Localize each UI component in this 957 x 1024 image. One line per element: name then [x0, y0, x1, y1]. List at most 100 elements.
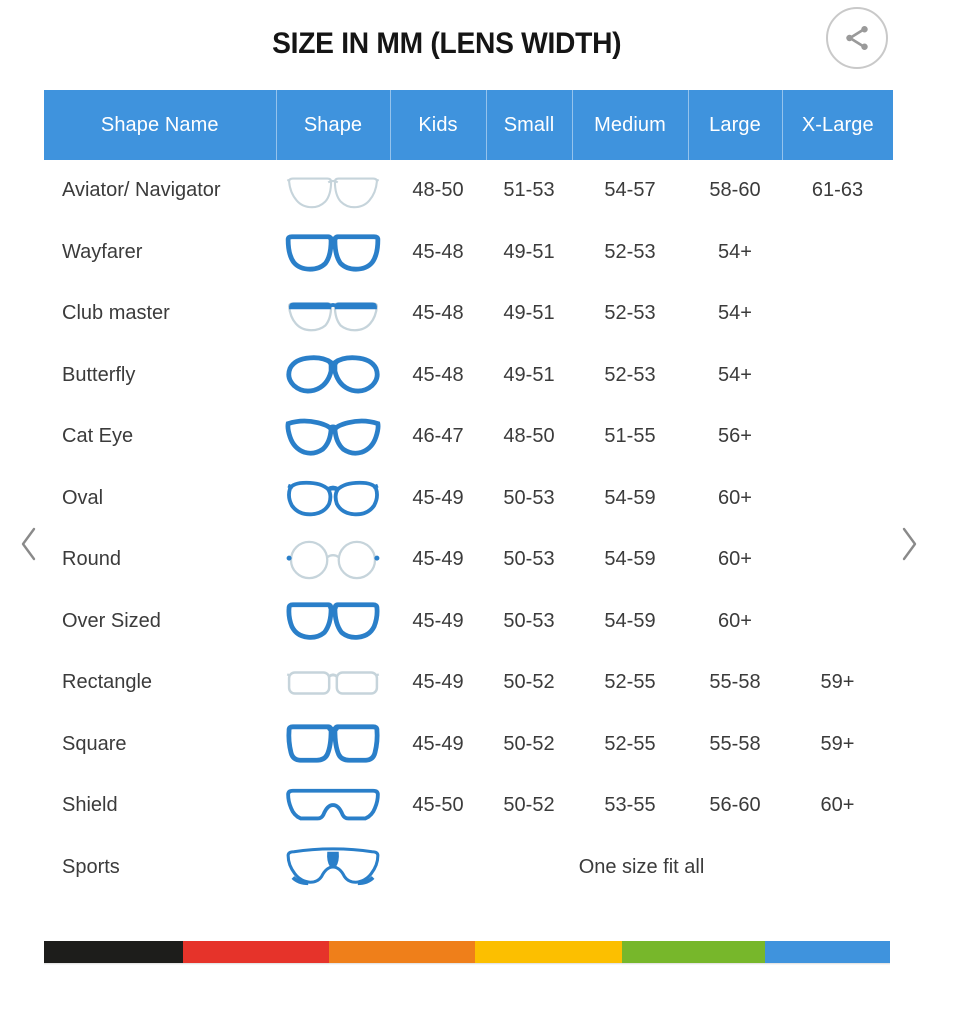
cell-kids: 45-48	[390, 283, 486, 345]
cell-kids: 46-47	[390, 406, 486, 468]
cell-medium: 52-53	[572, 344, 688, 406]
cell-shape-name: Butterfly	[44, 344, 276, 406]
cell-xlarge	[782, 283, 893, 345]
column-header-shape-name[interactable]: Shape Name	[44, 90, 277, 160]
cell-medium: 53-55	[572, 775, 688, 837]
share-button[interactable]	[826, 7, 888, 69]
cell-medium: 52-53	[572, 221, 688, 283]
cell-xlarge: 60+	[782, 775, 893, 837]
rectangle-glasses-icon	[276, 652, 390, 714]
cell-small: 50-53	[486, 467, 572, 529]
cell-small: 49-51	[486, 221, 572, 283]
table-row: Club master 45-48 49-51 52-53 54+	[44, 283, 893, 345]
chevron-left-icon	[16, 524, 42, 564]
column-header-xlarge[interactable]: X-Large	[782, 90, 893, 160]
color-bar-shadow	[44, 963, 890, 965]
cell-large: 54+	[688, 221, 782, 283]
cell-one-size-fit-all: One size fit all	[390, 836, 893, 898]
table-row: Cat Eye 46-47 48-50 51-55 56+	[44, 406, 893, 468]
cell-kids: 45-49	[390, 529, 486, 591]
cell-large: 56+	[688, 406, 782, 468]
cell-shape-name: Aviator/ Navigator	[44, 160, 276, 222]
cell-xlarge	[782, 590, 893, 652]
table-row: Over Sized 45-49 50-53 54-59 60+	[44, 590, 893, 652]
cateye-glasses-icon	[276, 406, 390, 468]
cell-xlarge: 61-63	[782, 160, 893, 222]
size-chart-card: SIZE IN MM (LENS WIDTH) Shape Name Shape…	[0, 0, 893, 965]
cell-large: 56-60	[688, 775, 782, 837]
column-header-large[interactable]: Large	[688, 90, 783, 160]
column-header-small[interactable]: Small	[486, 90, 573, 160]
cell-shape-name: Club master	[44, 283, 276, 345]
cell-medium: 54-57	[572, 160, 688, 222]
table-row: Square 45-49 50-52 52-55 55-58 59+	[44, 713, 893, 775]
share-icon	[842, 23, 872, 53]
cell-kids: 45-49	[390, 467, 486, 529]
color-bar-segment-red	[182, 941, 330, 963]
cell-medium: 52-53	[572, 283, 688, 345]
column-header-medium[interactable]: Medium	[572, 90, 689, 160]
aviator-glasses-icon	[276, 160, 390, 222]
cell-shape-name: Square	[44, 713, 276, 775]
table-row: Sports One size fit all	[44, 836, 893, 898]
shield-glasses-icon	[276, 775, 390, 837]
table-row: Rectangle 45-49 50-52 52-55 55-58 59+	[44, 652, 893, 714]
cell-shape-name: Round	[44, 529, 276, 591]
cell-kids: 45-48	[390, 344, 486, 406]
cell-large: 54+	[688, 283, 782, 345]
table-row: Wayfarer 45-48 49-51 52-53 54+	[44, 221, 893, 283]
table-row: Shield 45-50 50-52 53-55 56-60 60+	[44, 775, 893, 837]
cell-small: 50-53	[486, 590, 572, 652]
cell-medium: 54-59	[572, 529, 688, 591]
cell-shape-name: Cat Eye	[44, 406, 276, 468]
chevron-right-icon	[896, 524, 922, 564]
table-row: Aviator/ Navigator 48-50 51-53 54-57 58-60 61…	[44, 160, 893, 222]
table-row: Butterfly 45-48 49-51 52-53 54+	[44, 344, 893, 406]
color-bar-segment-blue	[764, 941, 890, 963]
cell-medium: 52-55	[572, 652, 688, 714]
cell-shape-name: Wayfarer	[44, 221, 276, 283]
cell-shape-name: Oval	[44, 467, 276, 529]
cell-small: 50-53	[486, 529, 572, 591]
cell-shape-name: Sports	[44, 836, 276, 898]
cell-large: 55-58	[688, 713, 782, 775]
brand-color-bar	[44, 941, 890, 963]
color-bar-segment-green	[621, 941, 765, 963]
cell-kids: 45-49	[390, 652, 486, 714]
cell-kids: 45-48	[390, 221, 486, 283]
cell-large: 60+	[688, 529, 782, 591]
page-title: SIZE IN MM (LENS WIDTH)	[271, 27, 622, 60]
color-bar-segment-black	[44, 941, 183, 963]
clubmaster-glasses-icon	[276, 283, 390, 345]
color-bar-segment-yellow	[475, 941, 622, 963]
cell-xlarge	[782, 467, 893, 529]
wayfarer-glasses-icon	[276, 221, 390, 283]
cell-large: 60+	[688, 467, 782, 529]
round-glasses-icon	[276, 529, 390, 591]
table-header: Shape Name Shape Kids Small Medium Large…	[44, 90, 893, 160]
cell-xlarge: 59+	[782, 652, 893, 714]
cell-shape-name: Over Sized	[44, 590, 276, 652]
table-body: Aviator/ Navigator 48-50 51-53 54-57 58-60 61…	[44, 160, 893, 898]
cell-xlarge	[782, 529, 893, 591]
cell-small: 49-51	[486, 344, 572, 406]
cell-small: 50-52	[486, 775, 572, 837]
column-header-shape[interactable]: Shape	[276, 90, 391, 160]
page-title-bar: SIZE IN MM (LENS WIDTH)	[0, 0, 893, 88]
cell-kids: 48-50	[390, 160, 486, 222]
next-image-button[interactable]	[886, 515, 932, 573]
cell-kids: 45-50	[390, 775, 486, 837]
cell-medium: 54-59	[572, 590, 688, 652]
cell-large: 60+	[688, 590, 782, 652]
previous-image-button[interactable]	[6, 515, 52, 573]
table-header-row: Shape Name Shape Kids Small Medium Large…	[44, 90, 893, 160]
cell-xlarge	[782, 221, 893, 283]
cell-kids: 45-49	[390, 713, 486, 775]
cell-large: 54+	[688, 344, 782, 406]
cell-xlarge	[782, 406, 893, 468]
cell-small: 50-52	[486, 713, 572, 775]
cell-medium: 52-55	[572, 713, 688, 775]
oval-glasses-icon	[276, 467, 390, 529]
column-header-kids[interactable]: Kids	[390, 90, 487, 160]
